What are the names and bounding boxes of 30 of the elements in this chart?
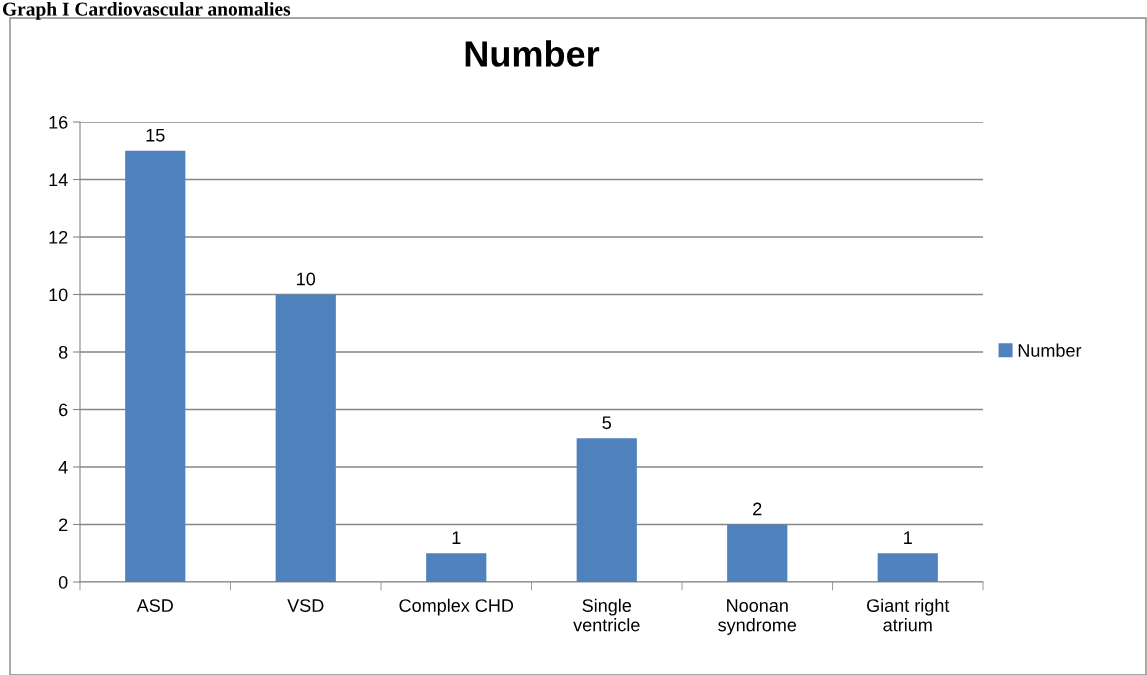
- legend-label: Number: [1018, 343, 1082, 357]
- y-tick-label: 12: [49, 230, 68, 244]
- y-tick-label: 4: [58, 461, 68, 474]
- x-tick-label: Single ventricle: [573, 598, 640, 632]
- y-tick-label: 10: [49, 288, 68, 302]
- y-tick-label: 16: [49, 115, 68, 129]
- x-tick-label: ASD: [136, 599, 173, 612]
- data-label: 5: [602, 416, 612, 430]
- text: Graph I Cardiovascular anomalies: [2, 2, 291, 20]
- bar: [426, 553, 487, 582]
- data-label: 15: [146, 129, 165, 142]
- y-tick-label: 8: [58, 345, 68, 359]
- chart-title: Number: [465, 40, 600, 67]
- data-label: 10: [297, 272, 316, 286]
- bar: [125, 150, 186, 582]
- x-tick-label: Giant right atrium: [867, 598, 950, 632]
- data-label: 2: [753, 502, 762, 516]
- bar: [727, 524, 788, 582]
- y-tick-label: 0: [58, 575, 68, 589]
- y-tick-label: 14: [49, 173, 68, 187]
- bar: [877, 553, 938, 582]
- x-tick-label: VSD: [287, 599, 324, 612]
- data-label: 1: [452, 531, 461, 544]
- y-tick-label: 2: [59, 518, 68, 532]
- bar: [576, 438, 637, 582]
- x-tick-label: Complex CHD: [399, 598, 514, 616]
- y-tick-label: 6: [59, 403, 68, 417]
- data-label: 1: [904, 531, 912, 544]
- x-tick-label: Noonan syndrome: [718, 599, 797, 635]
- bar: [275, 294, 336, 582]
